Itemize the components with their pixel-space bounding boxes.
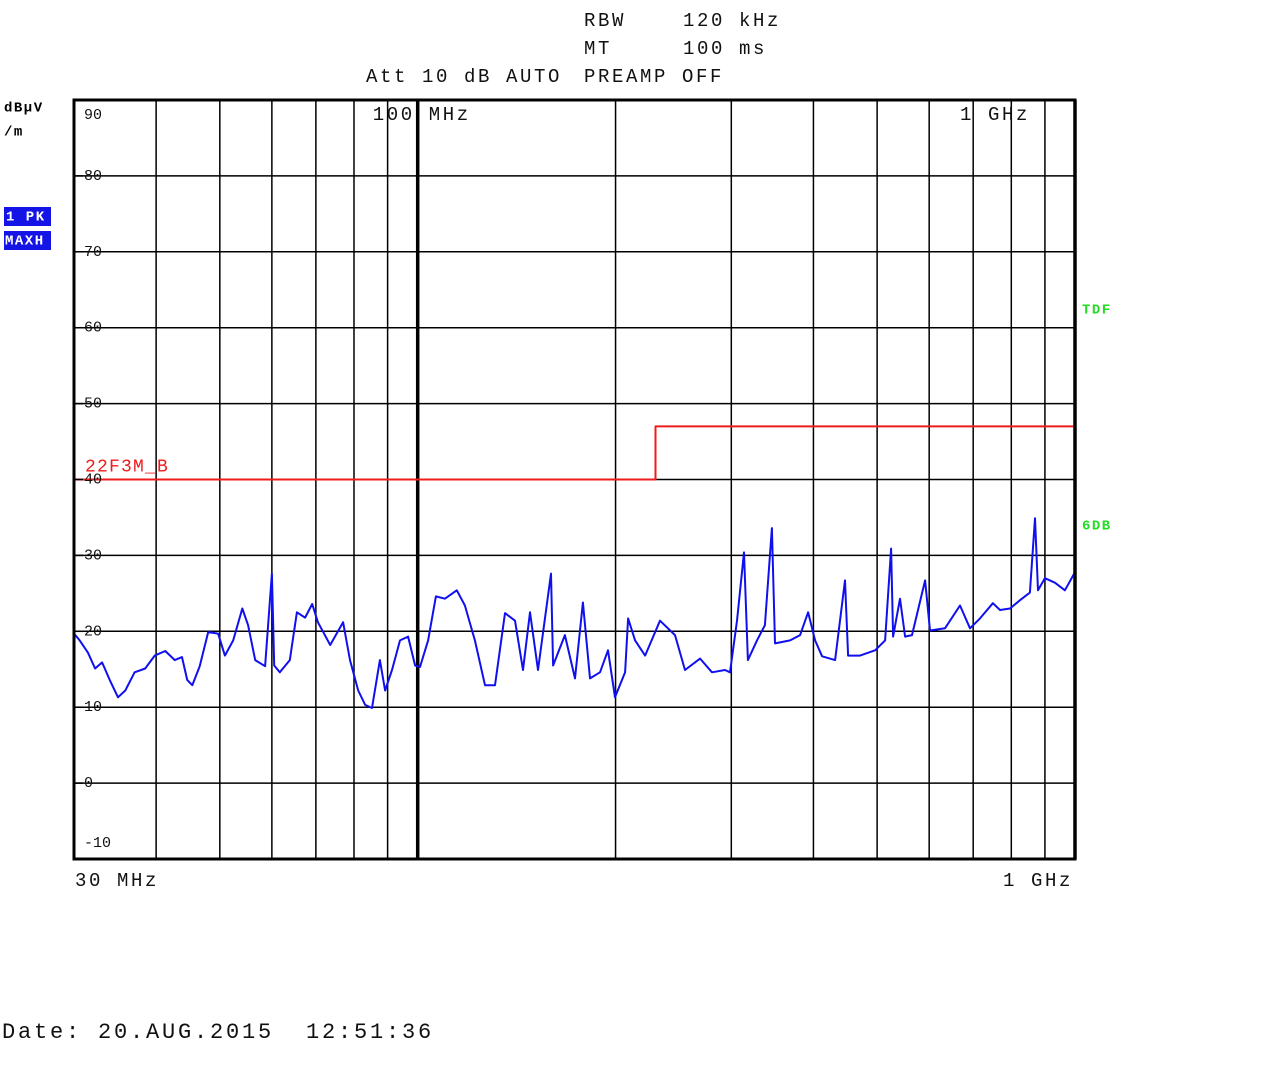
x-tick-label: 1 GHz: [960, 104, 1030, 126]
y-unit-2: /m: [4, 125, 24, 141]
plot: [73, 425, 1076, 709]
rbw-label: RBW: [584, 10, 626, 32]
y-tick-label: 90: [84, 107, 102, 124]
y-tick-label: 20: [84, 623, 102, 640]
y-tick-label: 10: [84, 699, 102, 716]
start-frequency: 30 MHz: [75, 870, 159, 892]
mt-label: MT: [584, 38, 612, 60]
preamp-setting: PREAMP OFF: [584, 66, 724, 88]
mt-value: 100 ms: [683, 38, 767, 60]
limit-line: [74, 425, 1075, 481]
y-tick-label: 50: [84, 396, 102, 413]
trace-badge: [4, 231, 51, 250]
labels: 100 MHz 1 GHz -10 0 10 20 30 40 50 60 70 80 90 22F3M_…: [74, 104, 1030, 852]
trace: [73, 517, 1076, 709]
y-tick-label: 0: [84, 775, 93, 792]
y-unit: dBµV: [4, 101, 44, 117]
grid: [74, 100, 1077, 859]
stop-frequency: 1 GHz: [1003, 870, 1073, 892]
y-tick-label: 60: [84, 320, 102, 337]
trace-label: 1 PK: [6, 210, 46, 226]
att-setting: Att 10 dB AUTO: [366, 66, 562, 88]
trace-badge: [4, 207, 51, 226]
trace-label: MAXH: [5, 234, 45, 250]
y-tick-label: -10: [84, 835, 111, 852]
date: Date: 20.AUG.2015 12:51:36: [2, 1020, 434, 1045]
y-tick-label: 40: [84, 471, 102, 488]
side-label: 6DB: [1082, 519, 1112, 535]
x-tick-label: 100 MHz: [373, 104, 471, 126]
y-tick-label: 80: [84, 168, 102, 185]
side-label: TDF: [1082, 303, 1112, 319]
y-tick-label: 70: [84, 244, 102, 261]
y-tick-label: 30: [84, 547, 102, 564]
rbw-value: 120 kHz: [683, 10, 781, 32]
limit-label: 22F3M_B: [85, 457, 169, 477]
